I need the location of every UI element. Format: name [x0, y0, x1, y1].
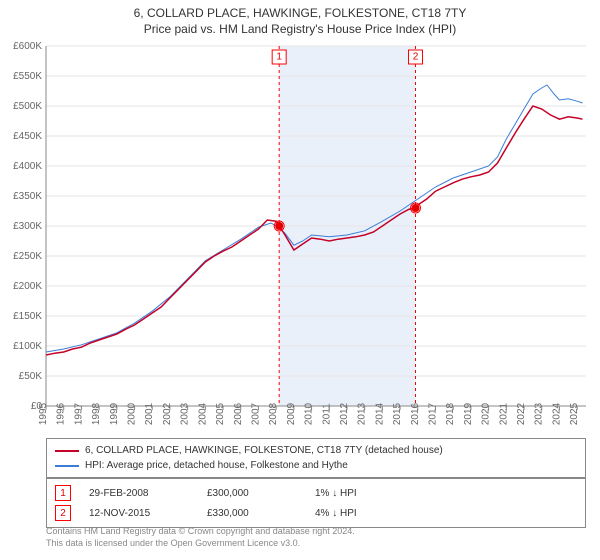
svg-text:2017: 2017 — [428, 402, 439, 425]
svg-text:1997: 1997 — [73, 402, 84, 425]
legend-item: HPI: Average price, detached house, Folk… — [55, 458, 577, 473]
footnote-line-1: Contains HM Land Registry data © Crown c… — [46, 526, 586, 538]
svg-text:2008: 2008 — [268, 402, 279, 425]
svg-text:2011: 2011 — [321, 403, 332, 425]
svg-text:£450K: £450K — [13, 131, 42, 142]
svg-text:2006: 2006 — [233, 402, 244, 425]
svg-text:2023: 2023 — [534, 402, 545, 425]
svg-text:2024: 2024 — [551, 402, 562, 425]
svg-text:2004: 2004 — [197, 402, 208, 425]
title-line-1: 6, COLLARD PLACE, HAWKINGE, FOLKESTONE, … — [0, 6, 600, 22]
price-chart: £0£50K£100K£150K£200K£250K£300K£350K£400… — [46, 46, 586, 406]
event-delta: 4% ↓ HPI — [315, 508, 405, 519]
event-marker: 2 — [55, 505, 71, 521]
svg-text:2018: 2018 — [445, 402, 456, 425]
svg-text:£500K: £500K — [13, 101, 42, 112]
event-date: 29-FEB-2008 — [89, 488, 189, 499]
svg-text:£400K: £400K — [13, 161, 42, 172]
svg-text:2012: 2012 — [339, 402, 350, 425]
svg-text:£200K: £200K — [13, 281, 42, 292]
legend-label: 6, COLLARD PLACE, HAWKINGE, FOLKESTONE, … — [85, 443, 443, 458]
svg-text:2022: 2022 — [516, 402, 527, 425]
svg-text:1998: 1998 — [91, 402, 102, 425]
event-date: 12-NOV-2015 — [89, 508, 189, 519]
svg-text:£150K: £150K — [13, 311, 42, 322]
svg-text:2003: 2003 — [180, 402, 191, 425]
svg-text:£300K: £300K — [13, 221, 42, 232]
legend-label: HPI: Average price, detached house, Folk… — [85, 458, 348, 473]
svg-text:2014: 2014 — [374, 402, 385, 425]
svg-text:£600K: £600K — [13, 41, 42, 52]
event-delta: 1% ↓ HPI — [315, 488, 405, 499]
legend-swatch — [55, 465, 79, 467]
svg-text:1999: 1999 — [109, 402, 120, 425]
footnote: Contains HM Land Registry data © Crown c… — [46, 526, 586, 549]
svg-text:2002: 2002 — [162, 402, 173, 425]
footnote-line-2: This data is licensed under the Open Gov… — [46, 538, 586, 550]
event-price: £330,000 — [207, 508, 297, 519]
svg-text:1996: 1996 — [56, 402, 67, 425]
svg-text:2005: 2005 — [215, 402, 226, 425]
title-line-2: Price paid vs. HM Land Registry's House … — [0, 22, 600, 38]
event-price: £300,000 — [207, 488, 297, 499]
svg-text:£250K: £250K — [13, 251, 42, 262]
svg-text:2000: 2000 — [127, 402, 138, 425]
svg-text:£50K: £50K — [19, 371, 43, 382]
svg-text:2021: 2021 — [498, 402, 509, 425]
svg-text:2016: 2016 — [410, 402, 421, 425]
svg-text:1995: 1995 — [38, 402, 49, 425]
legend-item: 6, COLLARD PLACE, HAWKINGE, FOLKESTONE, … — [55, 443, 577, 458]
svg-text:2025: 2025 — [569, 402, 580, 425]
svg-text:2013: 2013 — [357, 402, 368, 425]
legend: 6, COLLARD PLACE, HAWKINGE, FOLKESTONE, … — [46, 438, 586, 478]
legend-swatch — [55, 450, 79, 452]
svg-text:2020: 2020 — [481, 402, 492, 425]
event-row: 2 12-NOV-2015 £330,000 4% ↓ HPI — [55, 503, 577, 523]
event-row: 1 29-FEB-2008 £300,000 1% ↓ HPI — [55, 483, 577, 503]
svg-text:2010: 2010 — [304, 402, 315, 425]
svg-text:1: 1 — [276, 52, 282, 63]
chart-title: 6, COLLARD PLACE, HAWKINGE, FOLKESTONE, … — [0, 0, 600, 37]
event-marker: 1 — [55, 485, 71, 501]
svg-text:£350K: £350K — [13, 191, 42, 202]
svg-text:2019: 2019 — [463, 402, 474, 425]
svg-text:2015: 2015 — [392, 402, 403, 425]
svg-text:£100K: £100K — [13, 341, 42, 352]
svg-text:2001: 2001 — [144, 402, 155, 425]
svg-text:2007: 2007 — [250, 402, 261, 425]
svg-text:£550K: £550K — [13, 71, 42, 82]
svg-text:2009: 2009 — [286, 402, 297, 425]
events-table: 1 29-FEB-2008 £300,000 1% ↓ HPI 2 12-NOV-2015… — [46, 478, 586, 528]
svg-text:2: 2 — [413, 52, 419, 63]
